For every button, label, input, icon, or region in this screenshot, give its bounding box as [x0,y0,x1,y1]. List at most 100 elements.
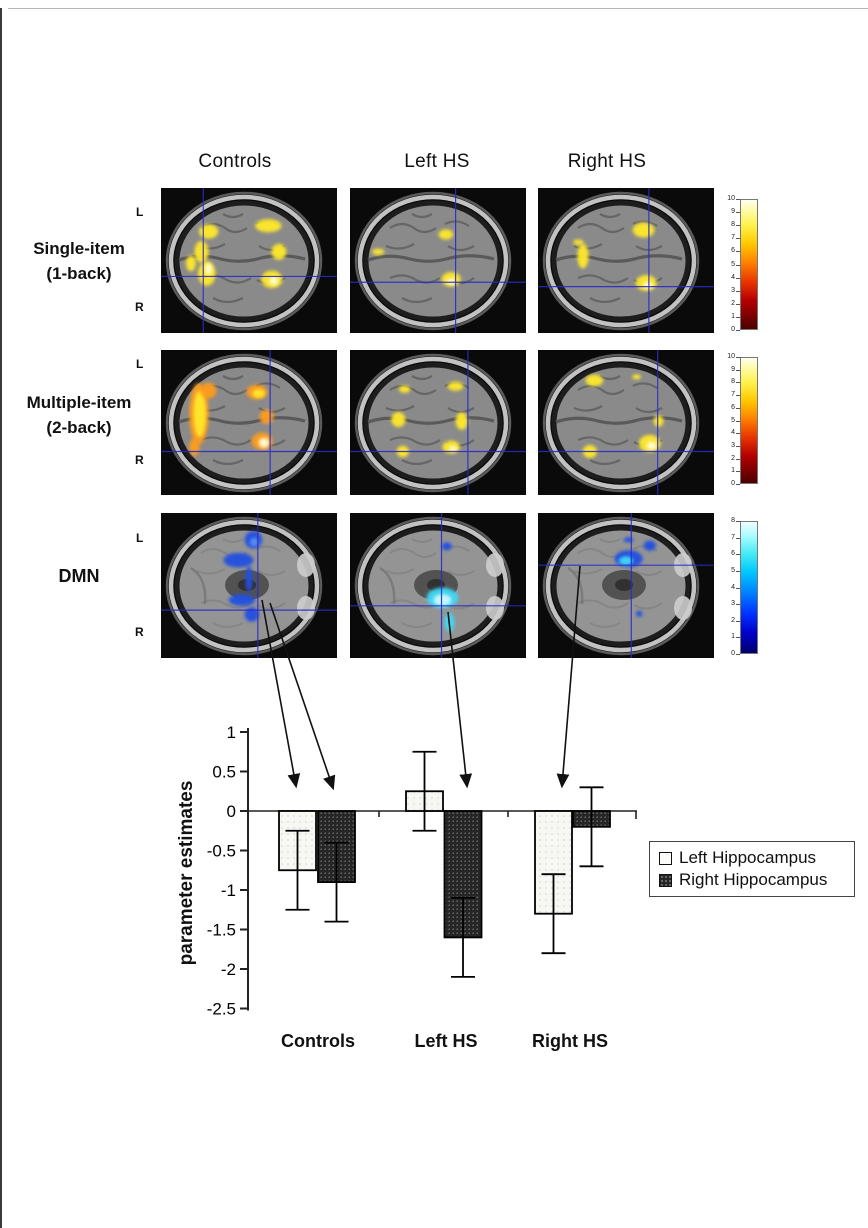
colorbar-tick-label: 3 [731,441,735,449]
brain-image-right-hs-1back [538,188,714,333]
colorbar-tick [736,277,740,279]
legend-label-left-hippocampus: Left Hippocampus [679,848,817,867]
colorbar-tick-label: 1 [731,312,735,320]
colorbar-tick-label: 2 [731,299,735,307]
colorbar-tick-label: 10 [727,195,735,202]
row-label-multiple-item-line2: (2-back) [46,418,112,437]
colorbar-tick-label: 6 [731,247,735,255]
colorbar-tick [736,330,740,331]
colorbar-tick-label: 2 [731,454,735,462]
chart-y-tick-label: -1.5 [207,921,236,940]
colorbar-tick-label: 5 [731,260,735,268]
colorbar-tick [736,303,740,305]
colorbar-tick [736,382,740,384]
chart-category-controls: Controls [281,1031,355,1051]
brain-image-right-hs-dmn [538,513,714,658]
colorbar-tick [736,212,740,214]
colorbar-tick [736,637,740,639]
colorbar-tick [736,620,740,622]
orientation-marker-l-row1: L [136,205,144,219]
colorbar-tick-label: 8 [731,378,735,386]
chart-y-tick-label: 1 [227,723,236,742]
colorbar-tick-label: 9 [731,365,735,373]
colorbar-tick-label: 7 [731,234,735,242]
colorbar-tick [736,357,740,358]
orientation-marker-r-row1: R [135,300,144,314]
colorbar-tick-label: 0 [731,650,735,657]
brain-image-left-hs-1back [350,188,526,333]
row-label-dmn: DMN [14,564,144,589]
colorbar-tick [736,420,740,422]
chart-legend: Left Hippocampus Right Hippocampus [649,841,855,897]
colorbar-tick-label: 4 [731,429,735,437]
colorbar-tick [736,445,740,447]
chart-y-tick-label: -2.5 [207,1000,236,1019]
colorbar-tick [736,654,740,655]
colorbar-tick [736,604,740,606]
brain-image-controls-2back [161,350,337,495]
colorbar-tick-label: 5 [731,566,735,574]
row-label-dmn-line1: DMN [58,566,100,586]
colorbar-tick [736,537,740,539]
colorbar-tick [736,471,740,473]
column-header-left-hs: Left HS [404,151,470,172]
colorbar-tick [736,225,740,227]
brain-image-right-hs-2back [538,350,714,495]
error-bar [451,896,475,978]
legend-swatch-dark [659,873,672,887]
chart-y-tick-label: 0.5 [212,763,236,782]
row-label-multiple-item-line1: Multiple-item [26,393,132,412]
column-header-right-hs: Right HS [567,151,647,172]
colorbar-tick-label: 8 [731,517,735,524]
chart-y-tick-label: -2 [221,960,236,979]
colorbar-tick [736,251,740,253]
chart-y-tick-label: -1 [221,881,236,900]
chart-y-tick-label: -0.5 [207,842,236,861]
colorbar-tick-label: 8 [731,221,735,229]
colorbar-tick-label: 6 [731,403,735,411]
legend-item-right-hippocampus: Right Hippocampus [659,871,845,889]
colorbar-tick-label: 6 [731,550,735,558]
colorbar-tick [736,264,740,266]
colorbar-tick [736,290,740,292]
colorbar-tick [736,199,740,200]
colorbar-tick [736,521,740,522]
chart-category-right-hs: Right HS [532,1031,608,1051]
brain-image-left-hs-2back [350,350,526,495]
colorbar-tick-label: 4 [731,273,735,281]
hot-colorbar-multiple-item [740,357,758,484]
colorbar-tick-label: 7 [731,391,735,399]
colorbar-tick-label: 4 [731,583,735,591]
row-label-single-item: Single-item (1-back) [14,236,144,286]
error-bar [579,786,604,868]
brain-image-controls-dmn [161,513,337,658]
error-bar [324,841,349,923]
colorbar-tick-label: 1 [731,467,735,475]
hot-colorbar-single-item [740,199,758,330]
legend-swatch-light [659,851,672,865]
colorbar-tick [736,458,740,460]
colorbar-tick-label: 3 [731,600,735,608]
error-bar [412,750,437,832]
colorbar-tick [736,587,740,589]
colorbar-tick-label: 9 [731,208,735,216]
column-header-controls: Controls [198,151,272,172]
orientation-marker-r-row2: R [135,453,144,467]
error-bar [541,873,566,955]
colorbar-tick-label: 10 [727,353,735,360]
colorbar-tick-label: 3 [731,286,735,294]
colorbar-tick-label: 5 [731,416,735,424]
colorbar-tick [736,484,740,485]
brain-image-controls-1back [161,188,337,333]
colorbar-tick-label: 7 [731,533,735,541]
legend-item-left-hippocampus: Left Hippocampus [659,849,845,867]
colorbar-tick-label: 0 [731,480,735,487]
chart-category-left-hs: Left HS [414,1031,478,1051]
colorbar-tick-label: 2 [731,616,735,624]
orientation-marker-l-row2: L [136,357,144,371]
colorbar-tick [736,238,740,240]
colorbar-tick-label: 1 [731,633,735,641]
orientation-marker-l-row3: L [136,531,144,545]
row-label-multiple-item: Multiple-item (2-back) [14,390,144,440]
row-label-single-item-line2: (1-back) [46,264,112,283]
